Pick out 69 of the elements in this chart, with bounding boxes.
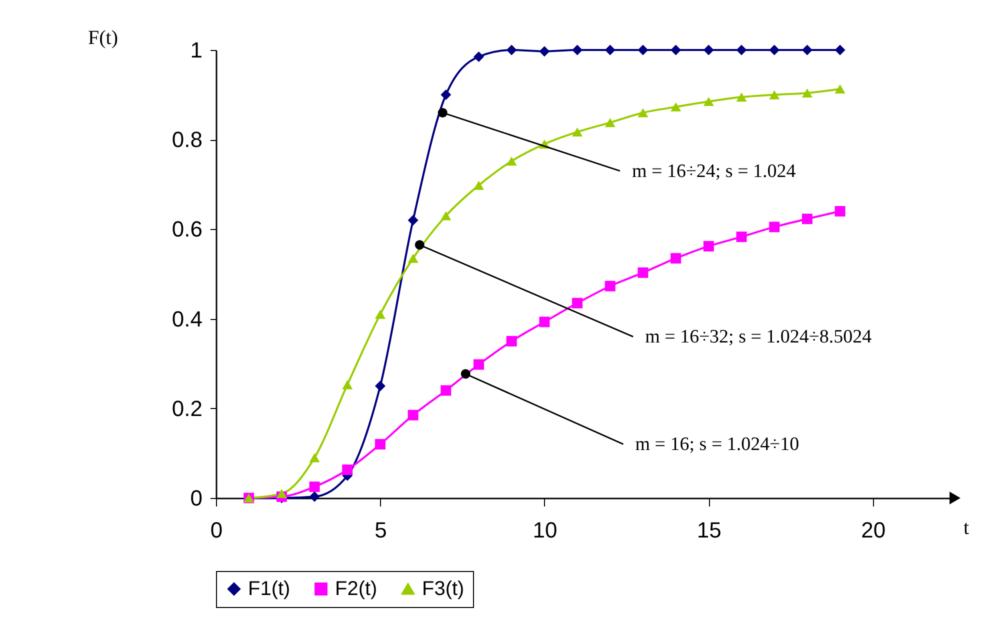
y-tick-label: 0.4 bbox=[172, 306, 202, 332]
point bbox=[769, 90, 780, 100]
y-tick-label: 0.8 bbox=[172, 127, 202, 152]
point bbox=[309, 491, 320, 502]
point bbox=[703, 240, 714, 252]
point bbox=[572, 298, 583, 308]
point bbox=[802, 44, 812, 56]
legend-label: F3(t) bbox=[422, 578, 464, 600]
point bbox=[834, 44, 846, 56]
point bbox=[703, 96, 714, 106]
x-tick-label: 15 bbox=[696, 518, 722, 542]
point bbox=[342, 380, 353, 390]
point bbox=[506, 44, 517, 56]
point bbox=[638, 108, 648, 118]
y-axis-title: F(t) bbox=[88, 27, 118, 49]
legend-label: F1(t) bbox=[248, 578, 290, 600]
x-tick-label: 0 bbox=[210, 518, 223, 542]
point bbox=[276, 488, 287, 498]
x-tick-label: 10 bbox=[532, 518, 558, 542]
point bbox=[408, 214, 418, 226]
point bbox=[604, 118, 616, 128]
x-axis-title: t bbox=[963, 517, 970, 539]
point bbox=[440, 385, 452, 396]
point bbox=[506, 156, 517, 166]
point bbox=[802, 88, 812, 98]
point bbox=[440, 90, 452, 100]
y-tick-label: 0 bbox=[190, 486, 202, 510]
point bbox=[703, 44, 714, 56]
point bbox=[670, 102, 682, 112]
point bbox=[374, 380, 386, 392]
point bbox=[309, 453, 320, 462]
annotation: m = 16÷32; s = 1.024÷8.5024 bbox=[645, 326, 872, 348]
annotation: m = 16÷24; s = 1.024 bbox=[632, 160, 796, 182]
point bbox=[374, 310, 386, 319]
y-tick-label: 0.2 bbox=[172, 396, 202, 421]
x-tick-label: 20 bbox=[861, 518, 886, 542]
y-tick-label: 1 bbox=[190, 38, 202, 62]
point bbox=[474, 51, 484, 62]
legend-label: F2(t) bbox=[335, 578, 378, 600]
point bbox=[539, 46, 550, 57]
point bbox=[408, 410, 418, 420]
point bbox=[736, 232, 747, 242]
point bbox=[670, 253, 682, 264]
point bbox=[638, 44, 648, 56]
y-tick-label: 0.6 bbox=[172, 216, 202, 242]
point bbox=[834, 84, 846, 94]
point bbox=[440, 211, 452, 220]
x-tick-label: 5 bbox=[374, 518, 387, 542]
point bbox=[474, 359, 484, 370]
point bbox=[769, 222, 780, 232]
point bbox=[474, 180, 484, 190]
point bbox=[802, 214, 812, 224]
point bbox=[769, 44, 780, 56]
point bbox=[506, 336, 517, 346]
point bbox=[736, 44, 747, 56]
point bbox=[572, 44, 583, 56]
point bbox=[408, 254, 418, 263]
point bbox=[834, 206, 846, 217]
annotation: m = 16; s = 1.024÷10 bbox=[635, 434, 800, 456]
point bbox=[309, 482, 320, 492]
point bbox=[670, 44, 682, 56]
point bbox=[342, 464, 353, 476]
point bbox=[572, 127, 583, 137]
point bbox=[604, 280, 616, 292]
point bbox=[736, 92, 747, 102]
point bbox=[374, 438, 386, 450]
point bbox=[539, 316, 550, 328]
point bbox=[604, 44, 616, 56]
point bbox=[638, 267, 648, 278]
